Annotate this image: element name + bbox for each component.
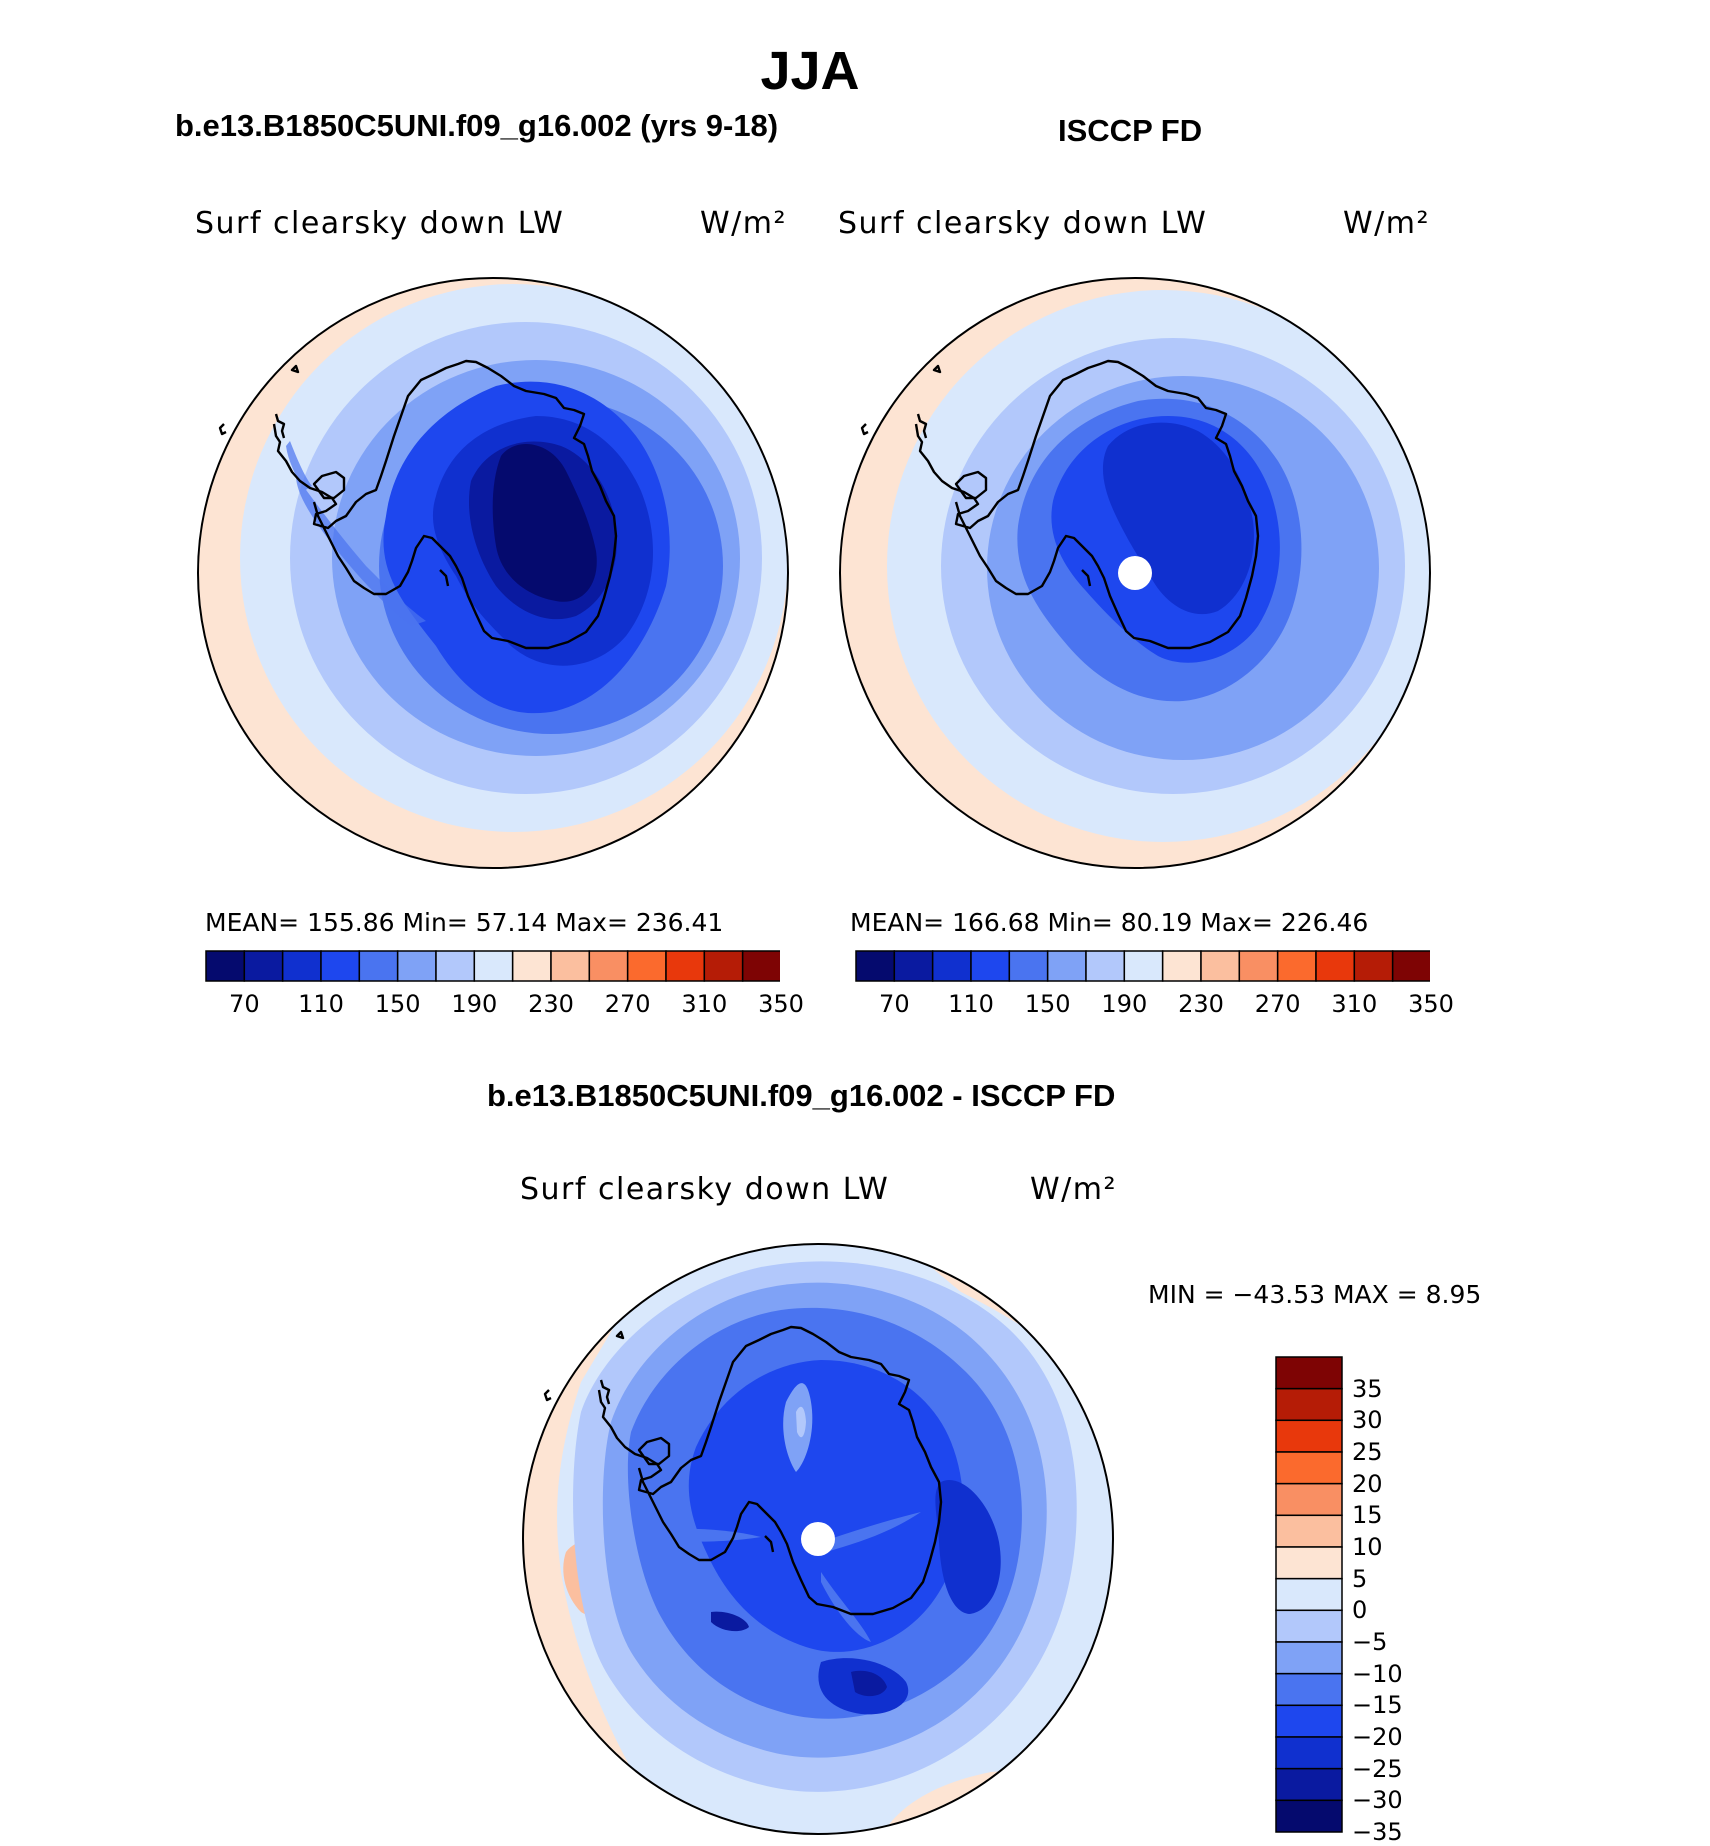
obs-colorbar-box [855, 950, 896, 982]
model-variable-label: Surf clearsky down LW [195, 206, 565, 241]
diff-colorbar-box [1275, 1672, 1343, 1707]
diff-stats: MIN = −43.53 MAX = 8.95 [1148, 1280, 1482, 1309]
model-colorbar-box [320, 950, 361, 982]
diff-colorbar-tick-label: −30 [1352, 1786, 1403, 1815]
model-polar-map [197, 277, 789, 869]
obs-colorbar-box [970, 950, 1011, 982]
obs-variable-label: Surf clearsky down LW [838, 206, 1208, 241]
model-colorbar-box [205, 950, 246, 982]
obs-colorbar-box [1391, 950, 1430, 982]
model-colorbar-box [665, 950, 706, 982]
diff-colorbar-box [1275, 1451, 1343, 1485]
main-title: JJA [760, 41, 860, 101]
model-colorbar-tick-label: 110 [298, 990, 344, 1018]
obs-stats: MEAN= 166.68 Min= 80.19 Max= 226.46 [850, 908, 1369, 937]
obs-colorbar-box [1315, 950, 1356, 982]
diff-colorbar-box [1275, 1482, 1343, 1517]
model-colorbar-box [473, 950, 514, 982]
obs-colorbar-box [1008, 950, 1049, 982]
model-colorbar-box [703, 950, 744, 982]
diff-colorbar-box [1275, 1387, 1343, 1422]
diff-colorbar-box [1275, 1641, 1343, 1675]
obs-colorbar-box [1085, 950, 1126, 982]
diff-colorbar-box [1275, 1799, 1343, 1833]
diff-panel-title: b.e13.B1850C5UNI.f09_g16.002 - ISCCP FD [487, 1078, 1116, 1113]
obs-colorbar [855, 950, 1430, 982]
obs-colorbar-box [1238, 950, 1279, 982]
diff-colorbar-box [1275, 1736, 1343, 1770]
diff-colorbar-ticks: 35 30 25 20 15 10 5 0 −5 −10 −15 −20 −25 −30 −35 [1352, 1355, 1452, 1846]
obs-colorbar-tick-label: 270 [1254, 990, 1301, 1018]
diff-colorbar-tick-label: −15 [1352, 1691, 1403, 1720]
diff-colorbar-box [1275, 1514, 1343, 1548]
diff-colorbar-tick-label: −20 [1352, 1723, 1403, 1751]
diff-colorbar-tick-label: −35 [1352, 1818, 1403, 1846]
model-panel-title: b.e13.B1850C5UNI.f09_g16.002 (yrs 9-18) [175, 108, 779, 143]
model-colorbar-box [626, 950, 667, 982]
diff-colorbar-tick-label: 20 [1352, 1469, 1383, 1498]
diff-colorbar-tick-label: 10 [1352, 1533, 1383, 1561]
obs-colorbar-box [1123, 950, 1164, 982]
model-colorbar-tick-label: 150 [374, 990, 421, 1018]
model-stats: MEAN= 155.86 Min= 57.14 Max= 236.41 [205, 908, 724, 937]
obs-colorbar-box [1046, 950, 1087, 982]
obs-panel-title: ISCCP FD [1058, 113, 1203, 148]
obs-units-label: W/m² [1343, 206, 1431, 241]
diff-colorbar-box [1275, 1704, 1343, 1738]
model-colorbar-tick-label: 310 [681, 990, 728, 1018]
model-colorbar-box [741, 950, 780, 982]
obs-colorbar-tick-label: 310 [1331, 990, 1378, 1018]
model-colorbar-box [396, 950, 437, 982]
diff-colorbar [1275, 1356, 1343, 1833]
obs-colorbar-box [931, 950, 972, 982]
obs-colorbar-box [1276, 950, 1317, 982]
diff-colorbar-tick-label: 15 [1352, 1501, 1383, 1530]
model-colorbar-box [588, 950, 629, 982]
diff-colorbar-box [1275, 1577, 1343, 1612]
diff-colorbar-box [1275, 1767, 1343, 1802]
diff-colorbar-box [1275, 1546, 1343, 1580]
model-colorbar [205, 950, 780, 982]
obs-colorbar-box [1161, 950, 1202, 982]
obs-colorbar-tick-label: 110 [948, 990, 994, 1018]
model-colorbar-box [281, 950, 322, 982]
diff-colorbar-tick-label: 5 [1352, 1564, 1368, 1593]
model-colorbar-ticks: 70 110 150 190 230 270 310 350 [205, 990, 804, 1020]
model-units-label: W/m² [700, 206, 788, 241]
model-colorbar-box [511, 950, 552, 982]
diff-colorbar-tick-label: −25 [1352, 1754, 1403, 1783]
diff-colorbar-box [1275, 1419, 1343, 1453]
obs-polar-map [839, 277, 1431, 869]
obs-colorbar-tick-label: 350 [1408, 990, 1454, 1018]
diff-colorbar-tick-label: 0 [1352, 1596, 1368, 1625]
diff-colorbar-tick-label: −10 [1352, 1659, 1403, 1688]
model-colorbar-tick-label: 190 [451, 990, 498, 1018]
obs-colorbar-box [1353, 950, 1394, 982]
obs-colorbar-tick-label: 70 [879, 990, 910, 1018]
diff-colorbar-tick-label: 25 [1352, 1438, 1383, 1466]
obs-colorbar-box [1200, 950, 1241, 982]
obs-colorbar-tick-label: 230 [1178, 990, 1224, 1018]
model-colorbar-tick-label: 230 [528, 990, 574, 1018]
diff-colorbar-tick-label: −5 [1352, 1628, 1388, 1656]
model-colorbar-box [358, 950, 399, 982]
model-colorbar-box [435, 950, 476, 982]
diff-units-label: W/m² [1030, 1172, 1118, 1207]
model-colorbar-tick-label: 70 [229, 990, 260, 1018]
diff-colorbar-box [1275, 1356, 1343, 1390]
obs-colorbar-box [893, 950, 934, 982]
obs-colorbar-tick-label: 190 [1101, 990, 1148, 1018]
obs-colorbar-tick-label: 150 [1024, 990, 1071, 1018]
model-colorbar-box [243, 950, 284, 982]
model-colorbar-box [550, 950, 591, 982]
model-colorbar-tick-label: 350 [758, 990, 804, 1018]
diff-colorbar-tick-label: 30 [1352, 1406, 1383, 1435]
obs-colorbar-ticks: 70 110 150 190 230 270 310 350 [855, 990, 1454, 1020]
diff-variable-label: Surf clearsky down LW [520, 1172, 890, 1207]
model-colorbar-tick-label: 270 [604, 990, 651, 1018]
diff-colorbar-tick-label: 35 [1352, 1374, 1383, 1403]
diff-colorbar-box [1275, 1609, 1343, 1643]
diff-polar-map [522, 1243, 1114, 1835]
